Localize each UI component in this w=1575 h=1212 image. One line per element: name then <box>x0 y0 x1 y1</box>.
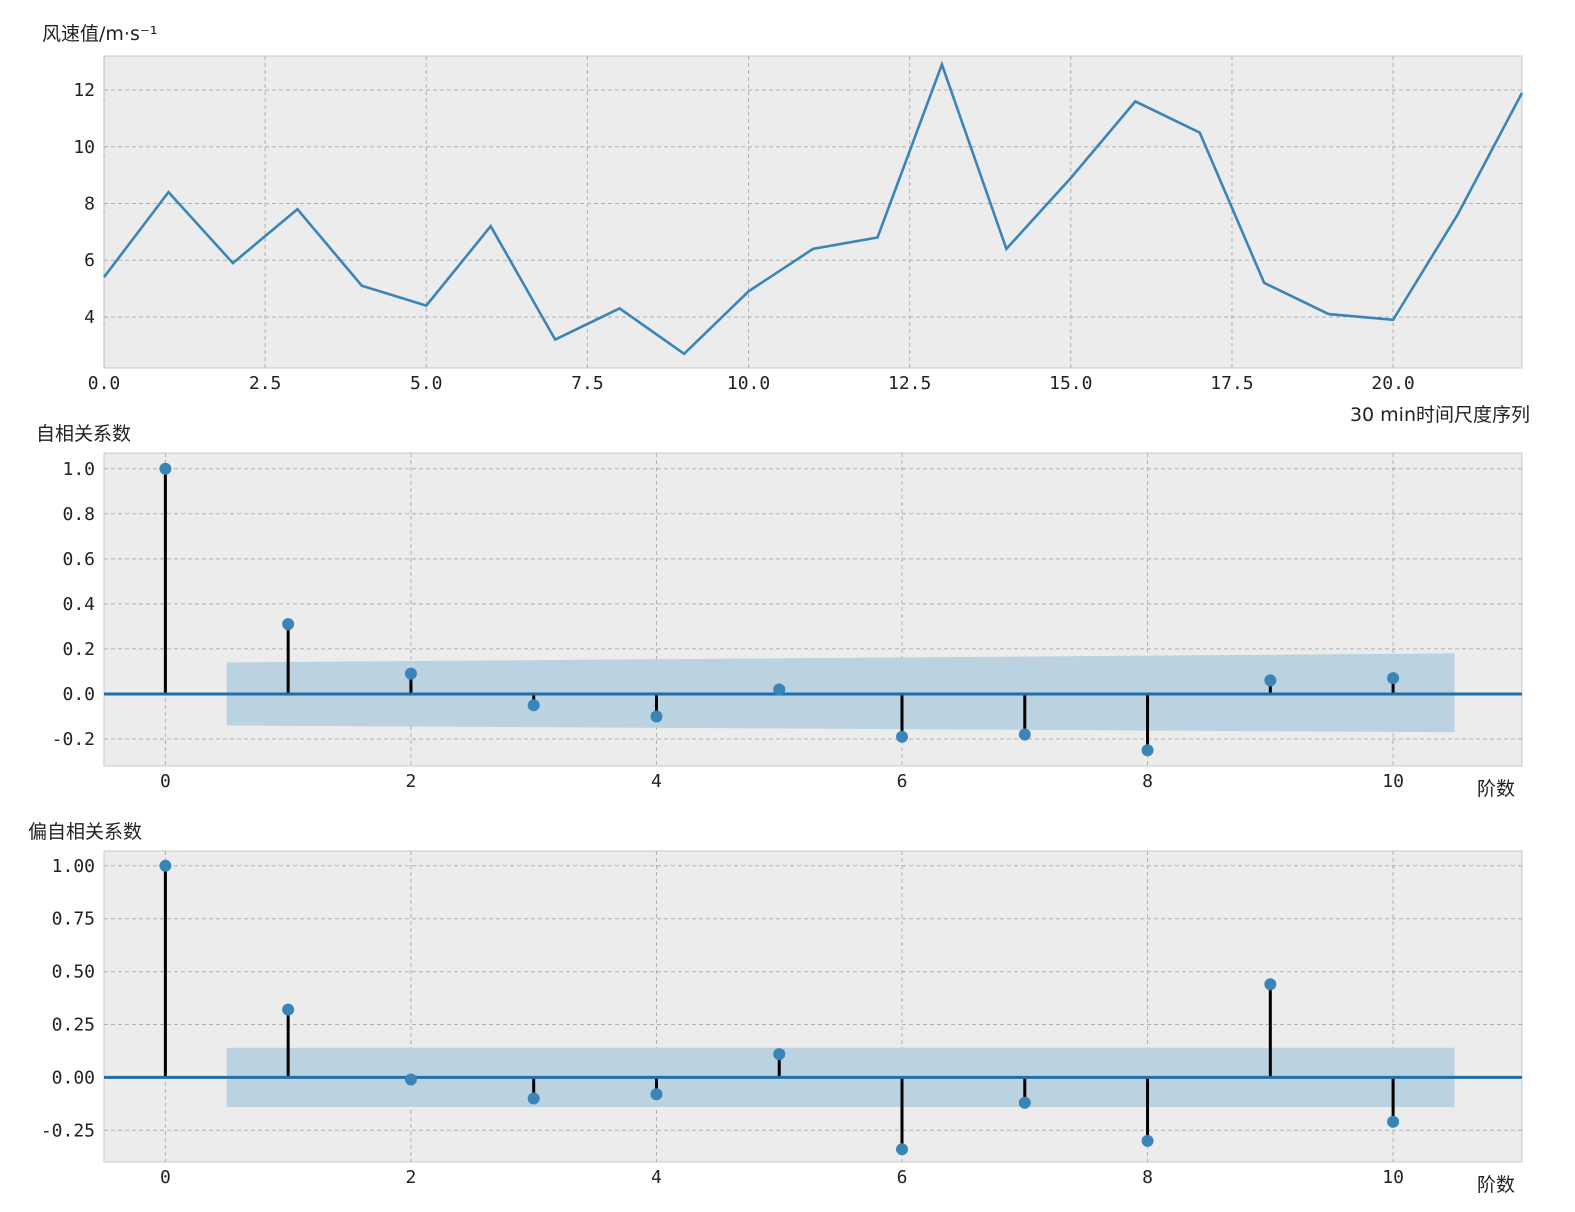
x-tick-label: 2 <box>406 771 417 792</box>
y-axis-title-wind-speed: 风速值/m·s⁻¹ <box>42 23 158 45</box>
tick-labels-pacf: 0 2 4 6 8 10 -0.25 0.00 0.25 0.50 0.75 1.00 <box>41 856 1404 1188</box>
stem-marker <box>1264 674 1277 687</box>
x-axis-title-acf: 阶数 <box>1477 778 1515 800</box>
y-tick-label: 0.25 <box>52 1014 95 1035</box>
x-tick-label: 4 <box>651 1167 662 1188</box>
y-tick-label: 0.6 <box>62 549 95 570</box>
x-tick-label: 5.0 <box>410 373 443 394</box>
y-tick-label: 6 <box>84 250 95 271</box>
plot-area-wind-speed <box>103 55 1523 369</box>
stem-marker <box>527 699 540 712</box>
x-tick-label: 10.0 <box>727 373 770 394</box>
y-tick-label: 10 <box>73 137 95 158</box>
stem-marker <box>527 1092 540 1105</box>
x-tick-label: 2.5 <box>249 373 282 394</box>
x-axis-title-pacf: 阶数 <box>1477 1174 1515 1196</box>
grid-wind-speed <box>103 56 1522 368</box>
stem-marker <box>1264 978 1277 991</box>
series-wind-speed <box>102 60 1524 356</box>
stem-marker <box>1141 744 1154 757</box>
y-tick-label: 12 <box>73 80 95 101</box>
stem-marker <box>1387 1115 1400 1128</box>
stem-marker <box>773 683 786 696</box>
stem-marker <box>650 710 663 723</box>
x-axis-title-wind-speed: 30 min时间尺度序列 <box>1350 404 1530 426</box>
tick-labels-wind-speed: 0.0 2.5 5.0 7.5 10.0 12.5 15.0 17.5 20.0 4 6 8 10 12 <box>73 80 1414 394</box>
x-tick-label: 17.5 <box>1210 373 1253 394</box>
x-tick-label: 10 <box>1382 1167 1404 1188</box>
x-tick-label: 6 <box>897 1167 908 1188</box>
y-tick-label: 0.0 <box>62 684 95 705</box>
plot-area-pacf <box>103 850 1523 1163</box>
y-tick-label: 1.0 <box>62 459 95 480</box>
stems-pacf <box>104 859 1522 1156</box>
stem-marker <box>1387 672 1400 685</box>
stem-marker <box>1141 1134 1154 1147</box>
y-tick-label: 0.2 <box>62 639 95 660</box>
y-tick-label: 0.50 <box>52 962 95 983</box>
x-tick-label: 6 <box>897 771 908 792</box>
wind-speed-line <box>102 60 1524 356</box>
stem-marker <box>282 618 295 631</box>
x-tick-label: 15.0 <box>1049 373 1092 394</box>
x-tick-label: 10 <box>1382 771 1404 792</box>
stem-marker <box>896 1143 909 1156</box>
stem-marker <box>404 1073 417 1086</box>
tick-labels-acf: 0 2 4 6 8 10 -0.2 0.0 0.2 0.4 0.6 0.8 1.0 <box>52 459 1404 792</box>
x-tick-label: 8 <box>1142 1167 1153 1188</box>
y-tick-label: 0.00 <box>52 1067 95 1088</box>
panel-pacf: 0 2 4 6 8 10-0.250.000.250.500.751.00 偏自相关系数 … <box>28 821 1523 1196</box>
x-tick-label: 20.0 <box>1371 373 1414 394</box>
stem-marker <box>896 730 909 743</box>
stems-acf <box>104 462 1522 757</box>
stem-marker <box>159 859 172 872</box>
y-tick-label: 1.00 <box>52 856 95 877</box>
panel-wind-speed: 0.0 2.5 5.0 7.5 10.0 12.5 15.0 17.5 20.04681012 … <box>42 23 1530 426</box>
x-tick-label: 7.5 <box>571 373 604 394</box>
x-tick-label: 0.0 <box>88 373 121 394</box>
x-tick-label: 0 <box>160 1167 171 1188</box>
y-tick-label: 4 <box>84 307 95 328</box>
y-axis-title-acf: 自相关系数 <box>36 423 131 445</box>
y-tick-label: 0.75 <box>52 909 95 930</box>
stem-marker <box>282 1003 295 1016</box>
x-tick-label: 0 <box>160 771 171 792</box>
y-tick-label: 0.8 <box>62 504 95 525</box>
stem-marker <box>650 1088 663 1101</box>
x-tick-label: 2 <box>406 1167 417 1188</box>
x-tick-label: 4 <box>651 771 662 792</box>
stem-marker <box>159 462 172 475</box>
panel-acf: 0 2 4 6 8 10 -0.2 0.0 0.2 0.4 0.6 0.8 1.0 自相关系数 阶数 <box>36 423 1523 800</box>
y-tick-label: -0.25 <box>41 1120 95 1141</box>
stem-marker <box>1018 1096 1031 1109</box>
y-tick-label: 8 <box>84 193 95 214</box>
x-tick-label: 8 <box>1142 771 1153 792</box>
y-tick-label: 0.4 <box>62 594 95 615</box>
x-tick-label: 12.5 <box>888 373 931 394</box>
y-tick-label: -0.2 <box>52 729 95 750</box>
y-axis-title-pacf: 偏自相关系数 <box>28 821 142 843</box>
stem-marker <box>1018 728 1031 741</box>
stem-marker <box>404 667 417 680</box>
stem-marker <box>773 1048 786 1061</box>
